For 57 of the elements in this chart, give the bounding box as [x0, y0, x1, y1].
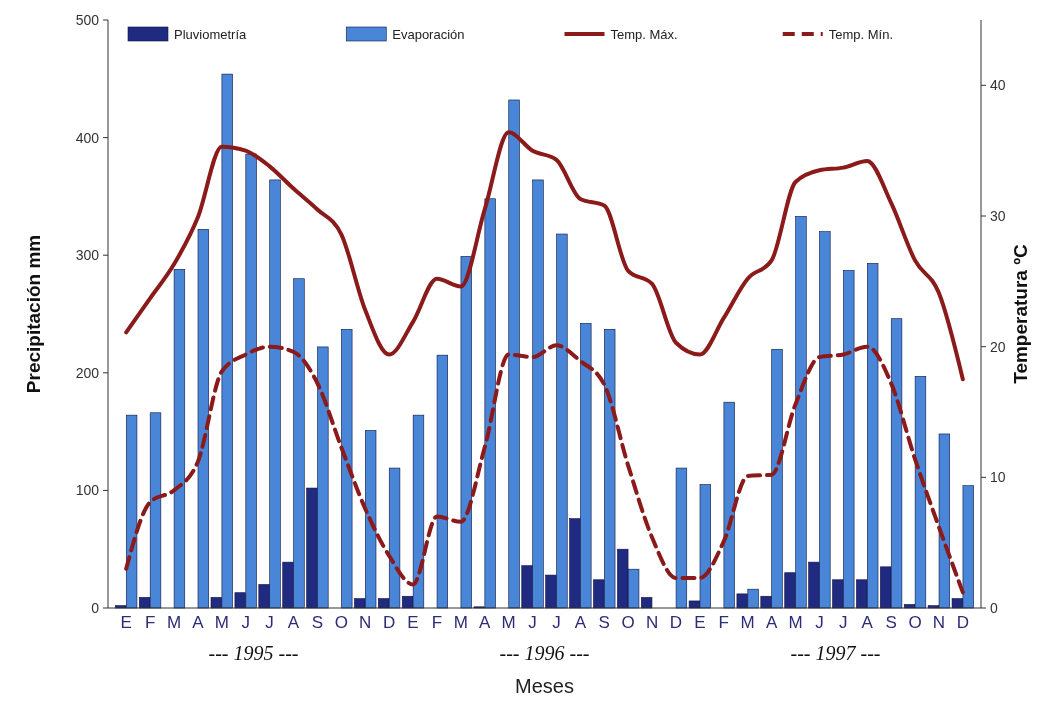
x-tick-label: E: [694, 613, 706, 632]
x-tick-label: J: [552, 613, 561, 632]
x-tick-label: A: [765, 613, 778, 632]
x-tick-label: M: [453, 613, 468, 632]
x-tick-label: S: [598, 613, 610, 632]
y-axis-title: Precipitación mm: [23, 234, 44, 394]
x-tick-label: F: [431, 613, 443, 632]
y-tick-label: 100: [75, 482, 100, 499]
y2-tick-label: 10: [990, 469, 1006, 486]
text: --- 1995 ---: [208, 642, 299, 664]
x-axis-title: Meses: [515, 675, 574, 697]
x-tick-label: J: [265, 613, 274, 632]
x-tick-label: J: [528, 613, 537, 632]
x-tick-label: M: [214, 613, 229, 632]
x-tick-label: O: [334, 613, 348, 632]
x-tick-label: A: [287, 613, 300, 632]
x-tick-label: D: [956, 613, 969, 632]
y-tick-label: 0: [91, 599, 100, 616]
y-tick-label: 400: [75, 129, 100, 146]
x-tick-label: N: [359, 613, 372, 632]
y2-tick-label: 0: [990, 599, 998, 616]
y-tick-label: 300: [75, 247, 100, 264]
text: --- 1996 ---: [499, 642, 590, 664]
legend-label: Temp. Mín.: [828, 26, 894, 42]
x-tick-label: A: [574, 613, 587, 632]
x-tick-label: N: [645, 613, 659, 632]
y2-tick-label: 30: [990, 207, 1006, 224]
x-tick-label: D: [669, 613, 683, 632]
legend-label: Pluviometría: [174, 26, 248, 42]
x-tick-label: E: [120, 613, 132, 632]
text: --- 1997 ---: [790, 642, 881, 664]
x-tick-label: F: [718, 613, 729, 632]
x-tick-label: S: [885, 613, 897, 632]
x-tick-label: M: [788, 613, 803, 632]
x-tick-label: F: [144, 613, 156, 632]
x-tick-label: J: [839, 613, 848, 632]
y2-axis-title: Temperatura ºC: [1010, 243, 1031, 384]
x-tick-label: N: [932, 613, 946, 632]
x-tick-label: S: [311, 613, 324, 632]
y-tick-label: 500: [75, 11, 100, 28]
y-tick-label: 200: [75, 364, 100, 381]
x-tick-label: A: [192, 613, 205, 632]
x-tick-label: M: [740, 613, 755, 632]
x-tick-label: O: [908, 613, 922, 632]
legend-label: Evaporación: [392, 26, 465, 42]
y2-tick-label: 20: [990, 338, 1006, 355]
x-tick-label: M: [166, 613, 182, 632]
legend-label: Temp. Máx.: [610, 26, 678, 42]
x-tick-label: D: [382, 613, 396, 632]
x-tick-label: A: [861, 613, 874, 632]
x-tick-label: M: [501, 613, 516, 632]
x-tick-label: E: [407, 613, 419, 632]
x-tick-label: O: [621, 613, 635, 632]
x-tick-label: J: [241, 613, 250, 632]
x-tick-label: A: [479, 613, 492, 632]
x-tick-label: J: [815, 613, 824, 632]
y2-tick-label: 40: [990, 77, 1006, 94]
